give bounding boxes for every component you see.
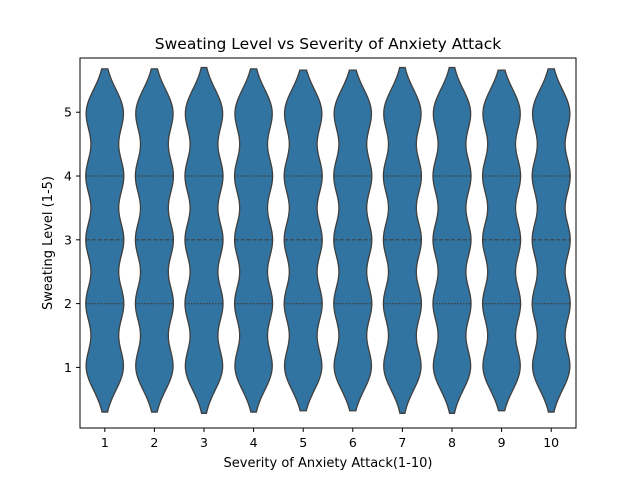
y-tick-label: 1 <box>64 360 72 375</box>
violin-9 <box>481 69 522 412</box>
x-tick-label: 6 <box>349 435 357 450</box>
x-tick-label: 9 <box>498 435 506 450</box>
violin-7 <box>382 66 423 414</box>
y-axis-label: Sweating Level (1-5) <box>41 176 56 310</box>
x-tick-label: 5 <box>299 435 307 450</box>
x-tick-label: 8 <box>448 435 456 450</box>
x-tick-label: 4 <box>250 435 258 450</box>
x-tick-label: 10 <box>543 435 559 450</box>
violin-1 <box>85 68 125 413</box>
violin-3 <box>184 66 224 414</box>
y-axis-ticks: 1 2 3 4 5 <box>64 105 80 375</box>
x-axis-label: Severity of Anxiety Attack(1-10) <box>224 456 433 471</box>
y-tick-label: 3 <box>64 232 72 247</box>
x-tick-label: 7 <box>398 435 406 450</box>
x-tick-label: 1 <box>101 435 109 450</box>
violin-10 <box>531 68 571 413</box>
violin-8 <box>432 66 472 414</box>
x-tick-label: 3 <box>200 435 208 450</box>
y-tick-label: 4 <box>64 169 72 184</box>
y-tick-label: 5 <box>64 105 72 120</box>
y-tick-label: 2 <box>64 296 72 311</box>
x-tick-label: 2 <box>150 435 158 450</box>
x-axis-ticks: 1 2 3 4 5 6 7 8 9 10 <box>101 428 559 450</box>
plot-frame <box>79 57 577 429</box>
violin-6 <box>333 69 373 412</box>
violin-4 <box>233 68 274 413</box>
violin-2 <box>134 68 175 413</box>
chart-title: Sweating Level vs Severity of Anxiety At… <box>155 35 501 53</box>
violin-5 <box>283 69 323 412</box>
violin-group <box>85 66 571 414</box>
